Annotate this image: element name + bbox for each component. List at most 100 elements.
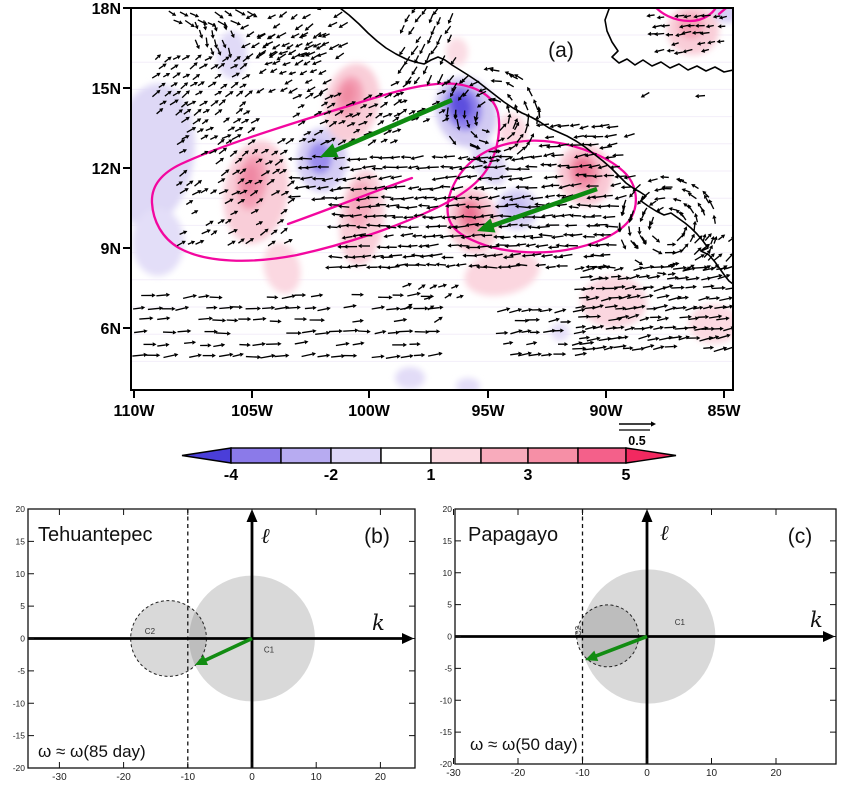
wind-vector (210, 65, 216, 70)
wind-vector (197, 82, 202, 87)
wind-vector (386, 186, 395, 189)
wind-vector-head (271, 240, 276, 245)
wind-vector-head (299, 71, 304, 76)
wind-vector-head (373, 186, 378, 191)
wind-vector (221, 39, 226, 46)
wind-vector-head (449, 234, 454, 239)
wind-vector (662, 285, 671, 290)
wind-vector (446, 107, 449, 115)
wind-vector (376, 185, 386, 189)
wind-vector-head (296, 52, 301, 57)
wind-vector (406, 216, 414, 219)
wind-vector (530, 205, 541, 208)
colorbar-tick-label: -4 (224, 467, 238, 484)
y-tick-label: -10 (13, 698, 26, 708)
wind-vector (475, 111, 479, 118)
wind-vector-head (518, 329, 523, 334)
wind-vector-head (441, 215, 446, 220)
wind-vector-head (300, 53, 305, 58)
wind-vector-head (235, 72, 240, 77)
circle-label-C1: C1 (264, 646, 275, 655)
wind-vector-head (326, 330, 331, 335)
wind-vector-head (590, 253, 594, 258)
wind-vector (231, 135, 239, 140)
wind-vector-head (442, 283, 448, 288)
wind-vector (419, 167, 427, 169)
wind-vector-head (336, 185, 341, 191)
wind-vector (494, 80, 502, 83)
wind-vector (267, 2, 271, 5)
wind-vector-head (261, 342, 266, 347)
wind-vector-head (581, 308, 586, 313)
wind-vector (575, 326, 583, 329)
wind-vector (487, 67, 494, 70)
wind-vector-head (549, 183, 554, 188)
wind-vector-head (393, 184, 397, 189)
x-tick-label: 20 (770, 768, 782, 779)
wind-vector (322, 88, 329, 93)
wind-vector (643, 191, 650, 198)
wind-vector (639, 235, 645, 243)
circle-label-C1: C1 (675, 618, 686, 627)
wind-vector (657, 48, 665, 52)
wind-vector (304, 307, 313, 310)
wind-vector-head (535, 225, 540, 230)
wind-vector-head (411, 110, 416, 115)
wind-vector-head (396, 224, 401, 229)
wind-vector (547, 176, 555, 179)
wind-vector (451, 244, 459, 247)
wind-vector (417, 196, 425, 199)
wind-vector-head (465, 245, 470, 250)
wind-vector (554, 309, 564, 314)
wind-vector-head (318, 93, 323, 97)
wind-vector-head (610, 183, 615, 188)
wind-vector-head (475, 196, 480, 201)
wind-vector-head (407, 186, 412, 191)
wind-vector (610, 142, 618, 146)
wind-vector (179, 150, 184, 154)
wind-vector-head (195, 73, 201, 78)
wind-vector (266, 180, 273, 186)
wind-vector-head (606, 143, 611, 147)
wind-vector (456, 118, 460, 128)
wind-vector-head (668, 207, 673, 212)
wind-vector-head (180, 139, 186, 144)
wind-vector-head (213, 44, 218, 49)
wind-vector (267, 41, 274, 45)
wind-vector (198, 295, 206, 298)
wind-vector-head (465, 204, 469, 209)
wind-vector-head (718, 314, 723, 319)
wind-vector-head (249, 238, 255, 242)
wind-vector-head (382, 213, 387, 219)
wind-vector-head (649, 221, 654, 226)
wind-vector-head (222, 147, 228, 152)
wind-vector-head (509, 252, 514, 257)
wind-vector (713, 218, 716, 224)
wind-vector (242, 3, 249, 6)
wind-vector (402, 284, 409, 288)
wind-vector (591, 143, 599, 146)
wind-vector-head (466, 174, 471, 179)
wind-vector-head (388, 93, 393, 97)
wind-vector (548, 319, 557, 323)
wind-vector-head (351, 233, 356, 238)
wind-vector (360, 105, 365, 109)
wind-vector-head (442, 195, 447, 200)
wind-vector-head (721, 285, 726, 290)
wind-vector-head (410, 253, 415, 258)
wind-vector-head (487, 195, 492, 200)
wind-vector-head (621, 211, 626, 217)
wind-vector-head (681, 232, 686, 237)
wind-vector-head (422, 70, 427, 75)
wind-vector-head (331, 212, 336, 217)
wind-vector-head (316, 45, 321, 50)
wind-vector (375, 214, 384, 217)
wind-vector (315, 42, 322, 47)
wind-vector-head (499, 174, 503, 179)
wind-vector-head (538, 143, 543, 148)
wind-vector (674, 327, 686, 330)
wind-vector (448, 135, 455, 143)
wind-vector (698, 94, 706, 97)
x-tick-label: 10 (311, 772, 323, 783)
